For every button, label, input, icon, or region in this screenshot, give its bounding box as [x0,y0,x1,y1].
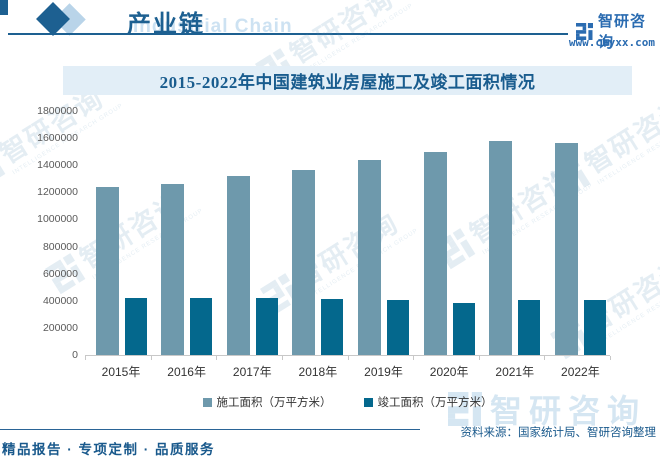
bar-group-2016 [151,111,217,355]
chart-title-band: 2015-2022年中国建筑业房屋施工及竣工面积情况 [63,66,632,95]
bar-group-2022 [544,111,610,355]
x-axis-tick [281,356,283,360]
floor-space-under-construction-bar-2021 [489,141,513,355]
x-axis-label-2015: 2015年 [101,365,141,379]
floor-space-completed-bar-2018 [321,299,344,355]
floor-space-completed-bar-2022 [583,300,606,355]
floor-space-under-construction-bar-2016 [161,184,185,355]
section-title: 产业链 [127,11,205,38]
header-divider [8,33,568,35]
x-axis-tick [347,356,349,360]
brand-logo[interactable]: 智研咨询 [576,10,660,52]
floor-space-under-construction-bar-2018 [292,170,316,355]
y-axis-tick-label: 1600000 [37,132,78,145]
bar-group-2018 [282,111,348,355]
legend-label: 竣工面积（万平方米） [377,397,493,409]
x-axis-tick [413,356,415,360]
corner-accent [0,0,8,15]
floor-space-completed-bar-2020 [452,303,475,355]
legend-item-floor-space-under-construction: 施工面积（万平方米） [202,394,332,410]
x-axis-label-2022: 2022年 [561,365,600,379]
y-axis-tick-label: 1800000 [37,105,78,117]
x-axis-tick [478,356,480,360]
legend-swatch-icon [202,397,212,407]
legend-swatch-icon [363,397,373,407]
floor-space-completed-bar-2016 [190,298,213,355]
bar-group-2019 [348,111,414,355]
y-axis-tick-label: 1400000 [37,159,78,172]
x-axis-line [85,355,610,356]
x-axis-label-2021: 2021年 [495,365,535,379]
y-axis-tick-label: 1000000 [37,213,78,226]
x-axis-label-2020: 2020年 [429,365,469,379]
y-axis-tick-label: 600000 [42,267,78,280]
floor-space-completed-bar-2015 [124,298,147,355]
brand-name: 智研咨询 [598,13,647,51]
y-axis-tick-label: 0 [72,349,78,361]
floor-space-under-construction-bar-2020 [423,152,447,355]
brand-logo-icon [576,22,593,40]
floor-space-completed-bar-2017 [255,298,278,355]
footer-divider [0,429,420,430]
floor-space-under-construction-bar-2015 [95,187,119,355]
y-axis-tick-label: 400000 [42,294,78,307]
x-axis-tick [216,356,218,360]
x-axis-label-2018: 2018年 [298,365,338,379]
x-axis-tick [610,356,611,360]
brand-url-link[interactable]: www.chyxx.com [568,36,655,49]
footer-tagline: 精品报告 · 专项定制 · 品质服务 [2,442,215,457]
x-axis-label-2019: 2019年 [364,365,403,379]
x-axis-label-2017: 2017年 [232,365,272,379]
bar-group-2017 [216,111,282,355]
legend-label: 施工面积（万平方米） [216,397,332,409]
y-axis-tick-label: 200000 [42,321,78,334]
floor-space-under-construction-bar-2019 [358,160,381,355]
y-axis-tick-label: 1200000 [37,186,78,199]
x-axis-tick [544,356,546,360]
chart-legend: 施工面积（万平方米） 竣工面积（万平方米） [85,394,610,410]
data-source-note: 资料来源：国家统计局、智研咨询整理 [460,427,657,439]
legend-item-floor-space-completed: 竣工面积（万平方米） [363,394,493,410]
x-axis-tick [85,356,86,360]
floor-space-completed-bar-2021 [518,300,541,355]
chart-title: 2015-2022年中国建筑业房屋施工及竣工面积情况 [159,73,536,92]
y-axis-tick-label: 800000 [42,240,78,253]
bar-group-2020 [413,111,479,355]
x-axis-label-2016: 2016年 [167,365,206,379]
floor-space-under-construction-bar-2017 [226,176,250,355]
floor-space-completed-bar-2019 [387,300,409,355]
floor-space-under-construction-bar-2022 [554,143,578,355]
bar-group-2015 [85,111,151,355]
bar-group-2021 [479,111,545,355]
section-title-english-watermark: Industrial Chain [133,16,293,37]
x-axis-tick [150,356,152,360]
